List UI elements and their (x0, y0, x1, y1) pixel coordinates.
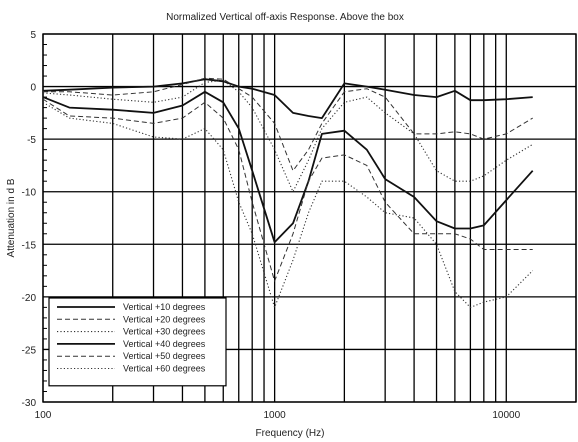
y-axis-label: Attenuation in d B (6, 178, 17, 257)
series-line-6 (42, 101, 534, 308)
series-line-3 (42, 79, 533, 193)
plot-frame (42, 33, 577, 403)
series-line-5 (42, 98, 533, 282)
series-line-2 (43, 77, 533, 172)
legend-label-5: Vertical +50 degrees (123, 351, 206, 361)
y-tick-label: -10 (22, 188, 37, 199)
y-ticks: 5 0 -5 -10 -15 -20 -25 -30 (22, 30, 47, 409)
x-ticks: 100 1000 10000 (35, 410, 521, 421)
y-tick-label: -25 (22, 345, 37, 356)
legend-label-2: Vertical +20 degrees (123, 314, 206, 324)
x-tick-label: 100 (35, 410, 52, 421)
series-group (42, 77, 534, 308)
x-axis-label: Frequency (Hz) (256, 428, 325, 439)
y-tick-label: -5 (27, 135, 36, 146)
chart-title: Normalized Vertical off-axis Response. A… (166, 12, 404, 23)
y-tick-label: -30 (22, 398, 37, 409)
series-line-1 (42, 78, 533, 119)
legend-label-3: Vertical +30 degrees (123, 327, 206, 337)
y-tick-label: -20 (22, 293, 37, 304)
legend-label-4: Vertical +40 degrees (123, 339, 206, 349)
y-tick-label: 5 (30, 30, 36, 41)
legend-label-6: Vertical +60 degrees (123, 364, 206, 374)
x-tick-label: 10000 (492, 410, 520, 421)
legend: Vertical +10 degrees Vertical +20 degrees… (48, 297, 227, 387)
y-tick-label: 0 (30, 83, 36, 94)
series-line-4 (42, 90, 534, 244)
legend-box (48, 297, 227, 387)
legend-label-1: Vertical +10 degrees (123, 302, 206, 312)
x-tick-label: 1000 (264, 410, 287, 421)
y-tick-label: -15 (22, 240, 37, 251)
